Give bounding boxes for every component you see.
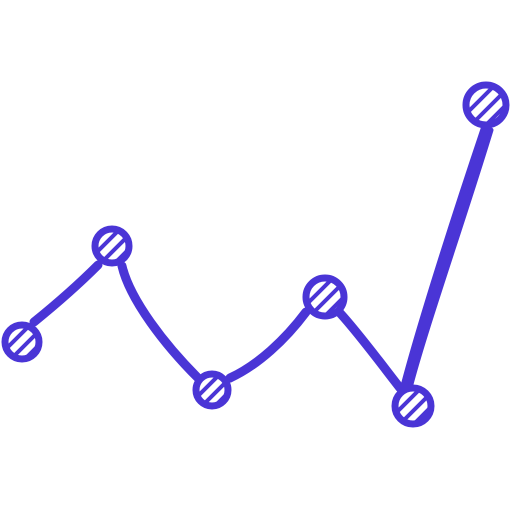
data-point-2 (91, 225, 133, 267)
line-segment-2 (117, 261, 203, 383)
line-segment-3 (225, 307, 311, 383)
data-point-5 (391, 384, 435, 428)
chart-line (29, 123, 494, 397)
line-segment-5 (399, 123, 491, 397)
data-point-4 (302, 274, 348, 320)
data-point-6 (462, 81, 510, 129)
data-point-3 (192, 370, 232, 410)
line-segment-4 (335, 308, 405, 393)
data-points (1, 81, 510, 428)
line-segment-5b (407, 127, 494, 391)
data-point-1 (1, 321, 43, 363)
line-segment-1 (29, 260, 103, 327)
